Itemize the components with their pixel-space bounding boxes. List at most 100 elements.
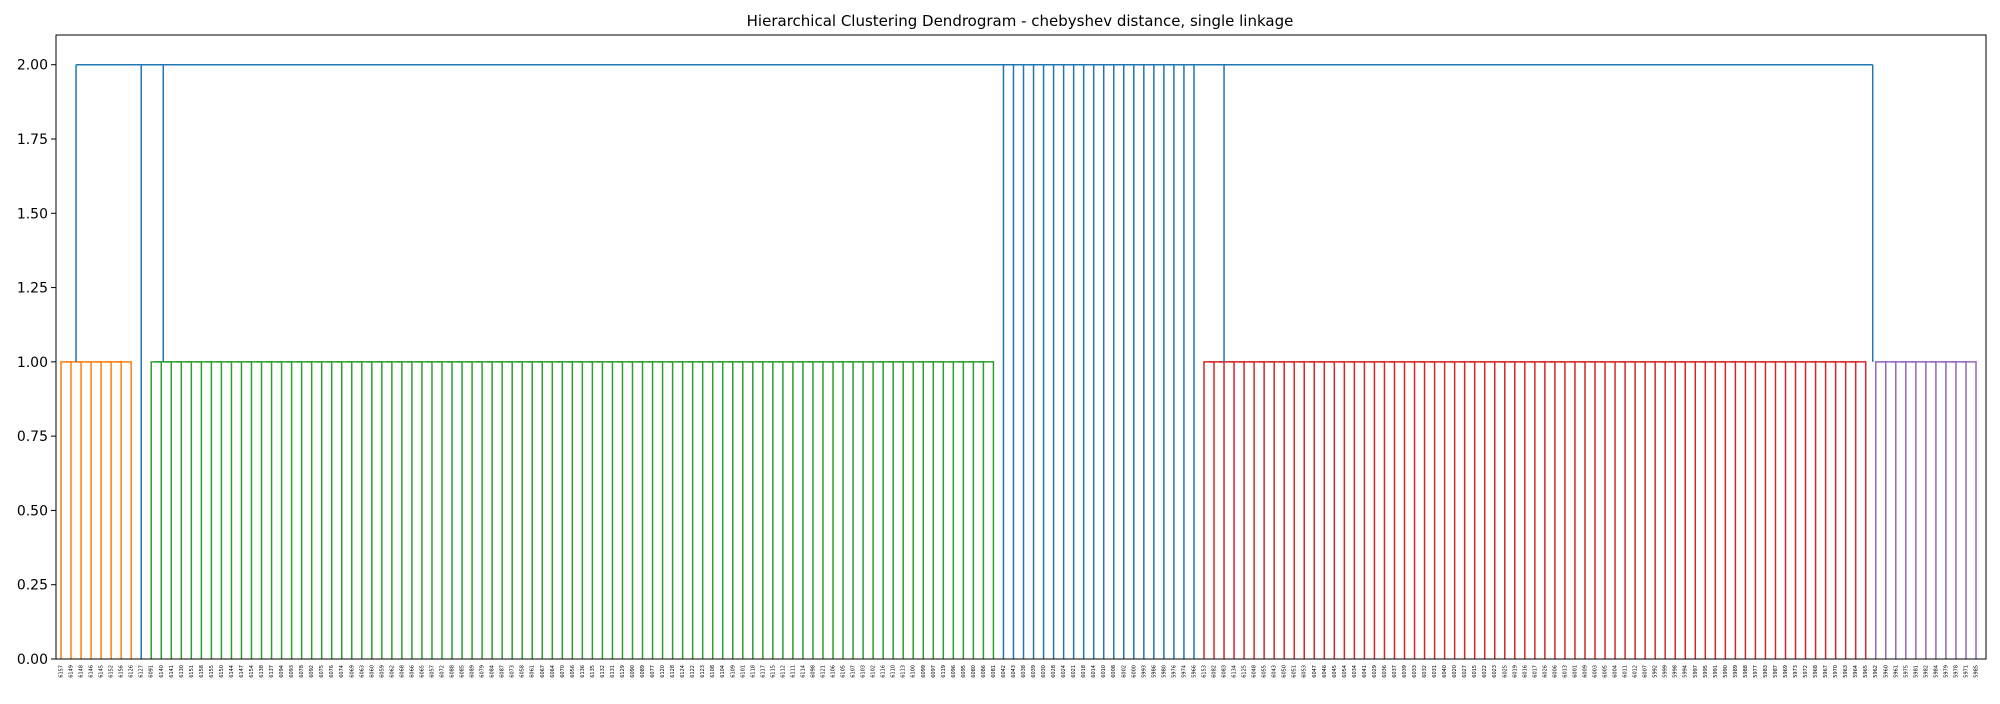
leaf-label: 5962 [1873, 665, 1879, 678]
dendrogram-link [386, 361, 403, 659]
leaf-label: 5964 [1853, 665, 1859, 678]
leaf-label: 6053 [1302, 665, 1308, 678]
leaf-label: 6124 [680, 665, 686, 678]
dendrogram-link [60, 361, 72, 659]
dendrogram-link [607, 361, 624, 659]
leaf-label: 5986 [1151, 665, 1157, 678]
dendrogram-link [1740, 361, 1757, 659]
dendrogram-link [176, 361, 193, 659]
leaf-label: 5965 [1863, 665, 1869, 678]
dendrogram-link [1249, 361, 1265, 659]
dendrogram-link [487, 361, 503, 659]
dendrogram-link [807, 361, 824, 659]
leaf-label: 6092 [309, 665, 315, 678]
leaf-label: 6106 [831, 665, 837, 678]
leaf-label: 6083 [1222, 665, 1228, 678]
dendrogram-link [777, 361, 794, 659]
dendrogram-link [908, 361, 925, 659]
leaf-label: 5973 [1793, 665, 1799, 678]
dendrogram-link [888, 361, 904, 659]
dendrogram-link [948, 361, 965, 659]
leaf-label: 6037 [1392, 665, 1398, 678]
leaf-label: 6025 [1502, 665, 1508, 678]
leaf-label: 6036 [1382, 665, 1388, 678]
dendrogram-link [346, 361, 363, 659]
dendrogram-link [938, 361, 955, 659]
dendrogram-link [1730, 361, 1747, 659]
leaf-label: 6024 [1061, 665, 1067, 678]
leaf-label: 6007 [1643, 665, 1649, 678]
leaf-label: 6076 [329, 665, 335, 678]
dendrogram-link [226, 361, 243, 659]
dendrogram-link [1760, 361, 1777, 659]
leaf-label: 6084 [490, 665, 496, 678]
y-tick-label: 1.25 [17, 281, 48, 297]
dendrogram-link [1519, 361, 1536, 659]
leaf-label: 6040 [1442, 665, 1448, 678]
dendrogram-link [577, 361, 594, 659]
leaf-label: 6115 [770, 665, 776, 678]
leaf-label: 6132 [600, 665, 606, 678]
dendrogram-link [1489, 361, 1506, 659]
leaf-label: 5976 [1171, 665, 1177, 678]
dendrogram-link [1920, 361, 1937, 659]
leaf-label: 6006 [1552, 665, 1558, 678]
dendrogram-link [1229, 361, 1245, 659]
dendrogram-link [1630, 361, 1646, 659]
leaf-label: 5970 [1833, 665, 1839, 678]
leaf-label: 5988 [1743, 665, 1749, 678]
leaf-label: 5967 [1823, 665, 1829, 678]
dendrogram-link [1840, 361, 1857, 659]
leaf-label: 6020 [1452, 665, 1458, 678]
leaf-label: 6056 [570, 665, 576, 678]
dendrogram-link [1203, 361, 1215, 659]
leaf-label: 5971 [1963, 665, 1969, 678]
dendrogram-link [1289, 361, 1305, 659]
dendrogram-link [787, 361, 804, 659]
dendrogram-link [1960, 361, 1977, 659]
leaf-label: 6103 [861, 665, 867, 678]
dendrogram-link [1800, 361, 1817, 659]
leaf-label: 6085 [460, 665, 466, 678]
leaf-label: 6027 [1462, 665, 1468, 678]
dendrogram-link [66, 361, 82, 659]
dendrogram-link [1780, 361, 1797, 659]
dendrogram-link [1880, 361, 1897, 659]
leaf-label: 5960 [1883, 665, 1889, 678]
leaf-label: 6141 [169, 665, 175, 678]
leaf-label: 6011 [1623, 665, 1629, 678]
leaf-label: 6010 [1101, 665, 1107, 678]
y-tick-label: 0.50 [17, 503, 48, 519]
leaf-label: 6096 [951, 665, 957, 678]
dendrogram-link [858, 361, 874, 659]
dendrogram-link [96, 361, 112, 659]
leaf-label: 5977 [1753, 665, 1759, 678]
dendrogram-link [1650, 361, 1666, 659]
dendrogram-link [1680, 361, 1697, 659]
dendrogram-link [206, 361, 223, 659]
leaf-label: 6109 [730, 665, 736, 678]
leaf-label: 5969 [1783, 665, 1789, 678]
y-tick-label: 0.25 [17, 578, 48, 594]
dendrogram-link [898, 361, 914, 659]
dendrogram-link [657, 361, 674, 659]
dendrogram-link [727, 361, 744, 659]
leaf-label: 5972 [1803, 665, 1809, 678]
dendrogram-link [1309, 361, 1326, 659]
chart-title: Hierarchical Clustering Dendrogram - che… [747, 12, 1294, 30]
leaf-label: 6019 [1512, 665, 1518, 678]
leaf-label: 6051 [1292, 665, 1298, 678]
leaf-label: 6148 [79, 665, 85, 678]
dendrogram-link [116, 361, 132, 659]
dendrogram-link [1790, 361, 1807, 659]
dendrogram-link [1660, 361, 1676, 659]
dendrogram-link [567, 361, 584, 659]
dendrogram-link [266, 361, 283, 659]
leaf-label: 6156 [119, 665, 125, 678]
dendrogram-link [316, 361, 333, 659]
leaf-label: 6131 [610, 665, 616, 678]
leaf-label: 6157 [59, 665, 65, 678]
dendrogram-link [186, 361, 203, 659]
dendrogram-link [196, 361, 213, 659]
leaf-label: 5994 [1683, 665, 1689, 678]
